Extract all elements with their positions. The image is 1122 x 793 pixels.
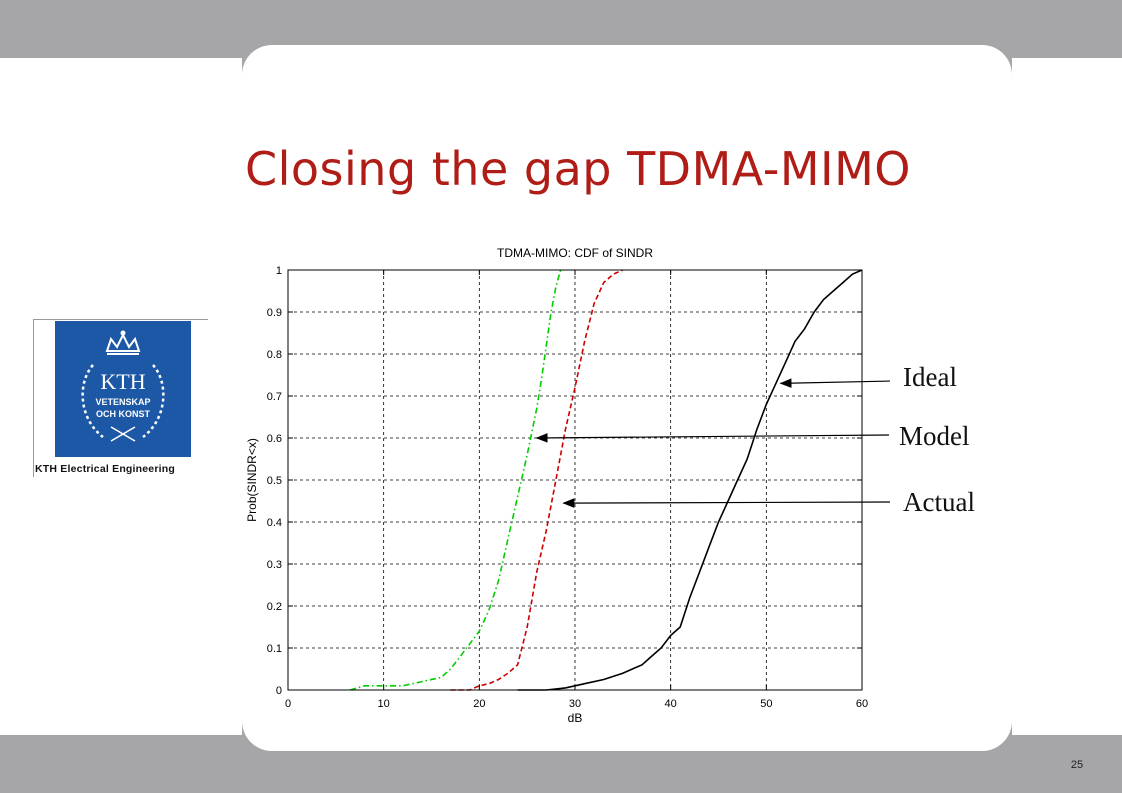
logo-caption: KTH Electrical Engineering: [35, 463, 175, 475]
slide-title: Closing the gap TDMA-MIMO: [245, 142, 912, 196]
svg-text:KTH: KTH: [100, 369, 145, 394]
logo-border: [33, 319, 34, 477]
svg-text:VETENSKAP: VETENSKAP: [95, 397, 150, 407]
annotation-actual-label: Actual: [903, 487, 975, 517]
y-tick-label: 0.3: [267, 559, 282, 571]
slide-background-right: [1012, 58, 1122, 735]
y-tick-label: 0.4: [267, 517, 282, 529]
y-tick-label: 0.5: [267, 475, 282, 487]
x-tick-label: 20: [473, 698, 485, 710]
annotation-arrow-model: [535, 433, 890, 443]
series-line-ideal: [517, 269, 863, 691]
y-tick-label: 0.9: [267, 307, 282, 319]
logo-border: [33, 319, 208, 320]
y-tick-label: 0.1: [267, 643, 282, 655]
y-tick-label: 0.7: [267, 391, 282, 403]
x-tick-label: 10: [378, 698, 390, 710]
y-tick-label: 1: [276, 265, 282, 277]
x-tick-label: 60: [856, 698, 868, 710]
x-tick-label: 50: [760, 698, 772, 710]
slide-number: 25: [1070, 759, 1084, 771]
kth-emblem: KTH VETENSKAP OCH KONST: [55, 321, 191, 457]
kth-crest-icon: KTH VETENSKAP OCH KONST: [81, 330, 165, 442]
kth-logo: KTH VETENSKAP OCH KONST KTH Electrical E…: [33, 319, 208, 477]
annotation-ideal-label: Ideal: [903, 362, 957, 392]
annotation-model-label: Model: [899, 421, 970, 451]
annotation-arrow-actual: [562, 498, 890, 508]
x-tick-label: 40: [665, 698, 677, 710]
y-axis-label: Prob(SINDR<x): [245, 438, 259, 522]
y-tick-label: 0.6: [267, 433, 282, 445]
svg-text:OCH KONST: OCH KONST: [96, 409, 151, 419]
x-tick-label: 0: [285, 698, 291, 710]
series-line-model: [349, 269, 562, 691]
y-tick-label: 0: [276, 685, 282, 697]
x-axis-label: dB: [568, 711, 583, 725]
chart-title: TDMA-MIMO: CDF of SINDR: [497, 246, 653, 260]
y-tick-label: 0.8: [267, 349, 282, 361]
annotation-arrow-ideal: [779, 378, 890, 388]
cdf-chart: 0 10 20 30 40 50 60 0 0.1 0.2 0.3 0.4 0.5 0.6 0.7 0.8 0.…: [245, 246, 890, 725]
y-tick-label: 0.2: [267, 601, 282, 613]
x-tick-label: 30: [569, 698, 581, 710]
